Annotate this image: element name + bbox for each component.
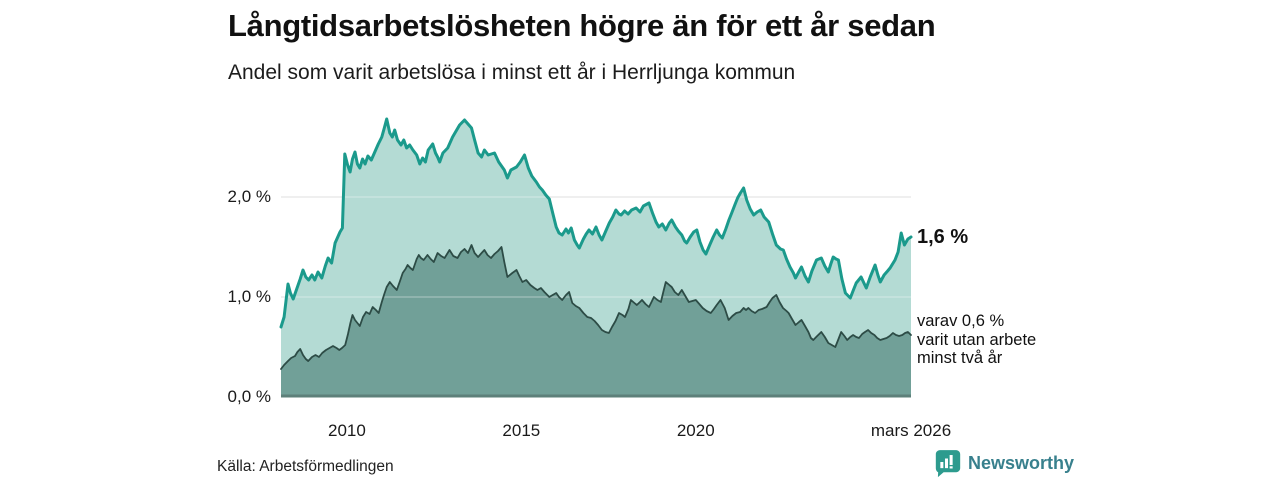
y-tick-label: 1,0 % [227, 287, 271, 306]
x-axis-line [281, 394, 911, 398]
newsworthy-wordmark: Newsworthy [968, 453, 1075, 473]
annotation-secondary-line: varit utan arbete [917, 330, 1037, 349]
x-tick-label: 2020 [676, 421, 715, 440]
page-title: Långtidsarbetslösheten högre än för ett … [228, 8, 936, 43]
source-note: Källa: Arbetsförmedlingen [217, 458, 394, 475]
area-min-tva-ar [281, 245, 911, 397]
newsworthy-logo: Newsworthy [934, 449, 1074, 478]
y-tick-label: 2,0 % [227, 187, 271, 206]
annotation-secondary: varav 0,6 % varit utan arbete minst två år [917, 312, 1036, 368]
annotation-secondary-line: minst två år [917, 349, 1003, 367]
y-tick-label: 0,0 % [227, 387, 271, 406]
x-axis-labels: 2010 2015 2020 mars 2026 [281, 421, 951, 443]
x-tick-label: 2010 [328, 421, 366, 440]
annotation-end-value: 1,6 % [917, 226, 969, 248]
plot-svg [279, 117, 913, 398]
newsworthy-bubble-chart-icon [935, 450, 961, 478]
annotation-secondary-line: varav 0,6 % [917, 312, 1005, 330]
page-subtitle: Andel som varit arbetslösa i minst ett å… [228, 61, 796, 84]
x-tick-label: mars 2026 [870, 421, 952, 440]
chart-plot [279, 105, 913, 398]
y-axis-labels: 0,0 % 1,0 % 2,0 % [196, 105, 276, 406]
x-tick-label: 2015 [502, 421, 541, 440]
line-min-ett-ar [279, 117, 913, 329]
line-min-tva-ar [280, 244, 912, 370]
